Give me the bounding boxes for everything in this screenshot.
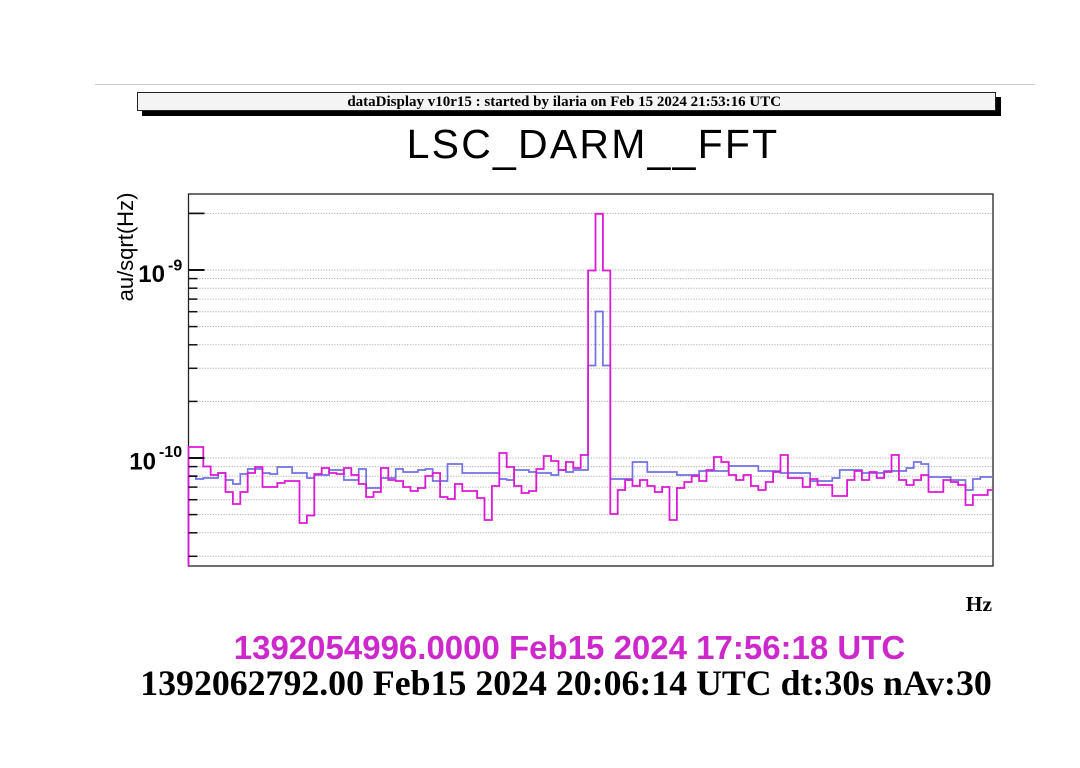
svg-text:-9: -9 <box>168 258 182 275</box>
svg-text:Hz: Hz <box>966 592 993 616</box>
svg-text:10: 10 <box>138 261 165 288</box>
svg-text:au/sqrt(Hz): au/sqrt(Hz) <box>113 193 138 302</box>
svg-text:-10: -10 <box>159 444 182 461</box>
svg-text:10: 10 <box>129 449 156 476</box>
